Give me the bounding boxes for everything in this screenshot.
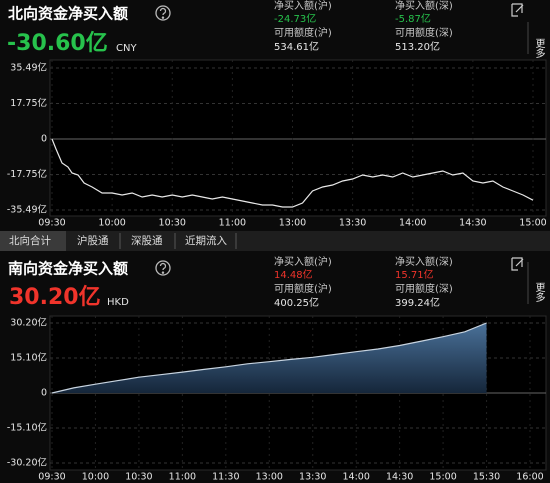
plot-area (49, 59, 547, 217)
tab-bar (0, 231, 550, 251)
area (52, 323, 487, 393)
y-tick-label: -15.10亿 (7, 422, 47, 434)
north-currency: CNY (116, 43, 137, 54)
y-tick-label: 0 (41, 388, 47, 399)
stat-label: 净买入额(沪) (274, 255, 332, 268)
x-tick-label: 15:00 (519, 218, 546, 229)
line (51, 138, 534, 208)
x-tick-label: 14:00 (342, 472, 369, 483)
tab-active (0, 231, 66, 251)
quota-label: 可用额度(沪) (274, 282, 332, 295)
x-tick-label: 10:00 (82, 472, 109, 483)
x-tick-label: 13:30 (339, 218, 366, 229)
quota-value: 513.20亿 (395, 40, 440, 53)
quota-value: 534.61亿 (274, 40, 319, 53)
stat-label: 净买入额(深) (395, 255, 453, 268)
tab[interactable]: 北向合计 (9, 234, 51, 247)
x-tick-label: 14:00 (399, 218, 426, 229)
stat-value: 14.48亿 (274, 268, 313, 281)
x-tick-label: 10:00 (98, 218, 125, 229)
more-button[interactable]: 更多 (533, 282, 545, 303)
x-tick-label: 11:00 (219, 218, 246, 229)
quota-label: 可用额度(沪) (274, 26, 332, 39)
x-tick-label: 11:30 (212, 472, 239, 483)
y-tick-label: 17.75亿 (10, 97, 47, 109)
help-icon[interactable] (155, 5, 171, 21)
stat-value: -24.73亿 (274, 12, 316, 25)
x-tick-label: 11:00 (169, 472, 196, 483)
y-tick-label: 0 (41, 134, 47, 145)
x-tick-label: 14:30 (459, 218, 486, 229)
line (51, 322, 487, 394)
x-tick-label: 15:00 (429, 472, 456, 483)
help-icon[interactable] (155, 260, 171, 276)
tab[interactable]: 沪股通 (77, 234, 109, 247)
tab[interactable]: 深股通 (131, 235, 163, 247)
quota-label: 可用额度(深) (395, 26, 453, 39)
x-tick-label: 15:30 (473, 472, 500, 483)
y-tick-label: 30.20亿 (10, 317, 47, 329)
south-currency: HKD (107, 297, 129, 308)
x-tick-label: 09:30 (38, 472, 65, 483)
more-button[interactable]: 更多 (533, 38, 545, 59)
south-net: 30.20亿 (9, 285, 101, 310)
share-icon[interactable] (511, 257, 524, 271)
quota-value: 399.24亿 (395, 296, 440, 309)
stat-value: -5.87亿 (395, 12, 431, 25)
north-title: 北向资金净买入额 (8, 5, 128, 23)
y-tick-label: -30.20亿 (7, 457, 47, 469)
tab[interactable]: 近期流入 (185, 234, 227, 247)
x-tick-label: 10:30 (125, 472, 152, 483)
stat-value: 15.71亿 (395, 268, 434, 281)
x-tick-label: 13:00 (279, 218, 306, 229)
north-net: -30.60亿 (7, 31, 108, 56)
x-tick-label: 13:30 (299, 472, 326, 483)
y-tick-label: 15.10亿 (10, 352, 47, 364)
quota-value: 400.25亿 (274, 296, 319, 309)
quota-label: 可用额度(深) (395, 282, 453, 295)
x-tick-label: 10:30 (159, 218, 186, 229)
x-tick-label: 13:00 (256, 472, 283, 483)
stat-label: 净买入额(深) (395, 0, 453, 12)
y-tick-label: 35.49亿 (10, 62, 47, 74)
x-tick-label: 14:30 (386, 472, 413, 483)
x-tick-label: 09:30 (38, 218, 65, 229)
south-title: 南向资金净买入额 (8, 260, 128, 278)
stat-label: 净买入额(沪) (274, 0, 332, 12)
y-tick-label: -17.75亿 (7, 168, 47, 180)
x-tick-label: 16:00 (516, 472, 543, 483)
y-tick-label: -35.49亿 (7, 204, 47, 216)
share-icon[interactable] (511, 3, 524, 17)
